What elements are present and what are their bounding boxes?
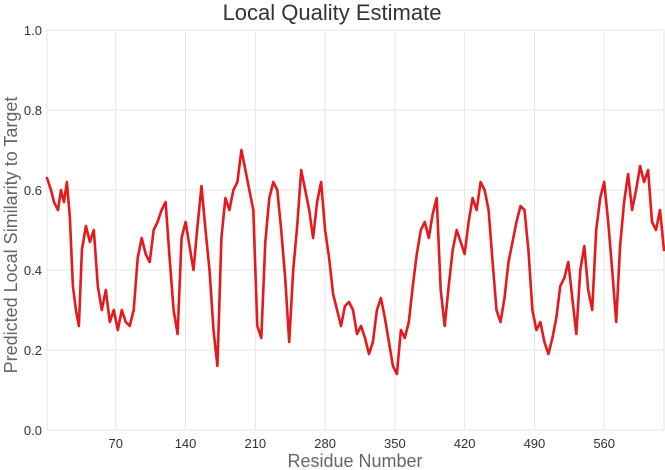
x-tick-label: 210: [244, 436, 266, 451]
y-tick-label: 0.0: [24, 423, 42, 438]
y-tick-label: 0.8: [24, 103, 42, 118]
y-axis-label: Predicted Local Similarity to Target: [1, 97, 21, 374]
x-axis-label: Residue Number: [287, 451, 422, 470]
plot-frame: [46, 29, 665, 431]
x-tick-label: 490: [524, 436, 546, 451]
x-tick-label: 280: [314, 436, 336, 451]
x-tick-label: 560: [593, 436, 615, 451]
x-axis: 70 140 210 280 350 420 490 560: [109, 436, 616, 451]
y-tick-label: 0.2: [24, 343, 42, 358]
grid-lines: [47, 29, 664, 431]
y-axis: 0.0 0.2 0.4 0.6 0.8 1.0: [24, 23, 42, 438]
y-tick-label: 0.6: [24, 183, 42, 198]
series-line: [45, 148, 665, 376]
y-tick-label: 1.0: [24, 23, 42, 38]
y-tick-label: 0.4: [24, 263, 42, 278]
x-tick-label: 420: [454, 436, 476, 451]
x-tick-label: 70: [109, 436, 123, 451]
x-tick-label: 350: [384, 436, 406, 451]
chart-title: Local Quality Estimate: [223, 0, 442, 25]
x-tick-label: 140: [175, 436, 197, 451]
